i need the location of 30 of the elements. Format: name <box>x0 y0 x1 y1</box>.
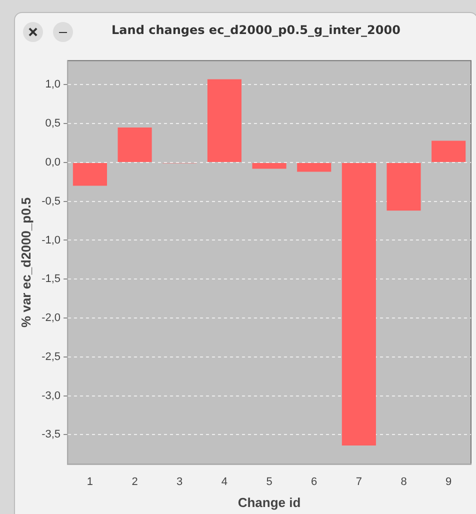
bar <box>297 162 332 172</box>
x-tick-label: 8 <box>400 476 407 488</box>
bar <box>432 140 466 162</box>
x-tick-label: 3 <box>176 476 183 488</box>
y-tick-label: 1,0 <box>45 78 61 91</box>
y-tick-label: -0,5 <box>42 195 61 208</box>
bar <box>118 127 152 162</box>
y-tick-label: -2,5 <box>42 350 61 363</box>
bar <box>342 162 376 446</box>
y-tick-label: -2,0 <box>42 312 61 324</box>
x-axis-title: Change id <box>238 494 301 510</box>
y-tick-label: -1,5 <box>42 273 61 286</box>
bar <box>207 79 242 162</box>
x-tick-label: 1 <box>86 476 94 488</box>
y-tick-label: -1,0 <box>42 234 61 246</box>
y-axis-title: % var ec_d2000_p0.5 <box>18 197 34 328</box>
x-tick-label: 4 <box>221 476 228 488</box>
x-tick-label: 2 <box>132 476 138 488</box>
x-tick-label: 6 <box>311 476 318 488</box>
x-tick-label: 9 <box>446 476 452 488</box>
x-tick-label: 7 <box>356 476 362 488</box>
y-tick-label: 0,5 <box>45 118 61 130</box>
chart-title: Land changes ec_d2000_p0.5_g_inter_2000 <box>110 23 402 37</box>
x-tick-label: 5 <box>266 476 272 488</box>
y-tick-label: -3,0 <box>42 390 61 402</box>
y-tick-label: -3,5 <box>42 428 61 441</box>
y-tick-label: 0,0 <box>45 156 61 169</box>
bar <box>252 162 286 169</box>
bar <box>386 162 421 211</box>
bar <box>72 162 108 186</box>
